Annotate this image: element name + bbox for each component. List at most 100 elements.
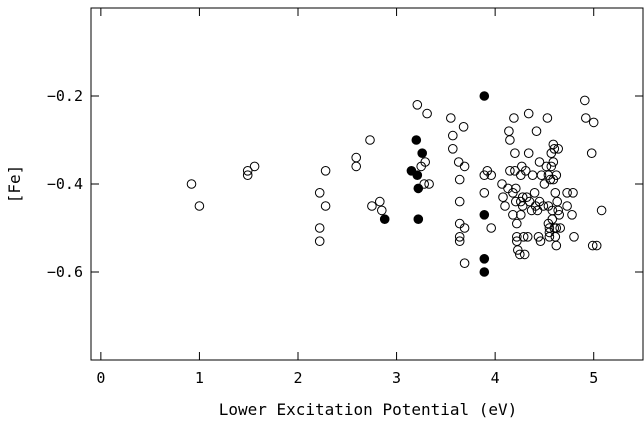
open-data-point [523,148,534,158]
open-data-point [527,170,538,180]
open-data-point [375,196,385,207]
filled-data-point [413,183,424,194]
open-data-point [454,174,465,185]
open-data-point [569,232,579,242]
open-data-point [562,188,572,198]
open-data-point [510,148,520,158]
open-data-point [320,201,331,211]
x-axis-label: Lower Excitation Potential (eV) [219,400,518,419]
open-data-point [538,201,549,211]
open-data-point [551,223,562,233]
open-data-point [567,210,577,220]
plot-frame [90,7,644,361]
open-data-point [249,161,260,172]
filled-data-point [411,135,422,145]
open-data-point [448,130,458,141]
open-data-point [194,201,205,211]
open-data-point [523,108,534,119]
open-data-point [505,166,515,176]
open-data-point [498,192,508,202]
open-data-point [458,122,469,132]
open-data-point [539,179,550,189]
open-data-point [588,117,599,128]
open-data-point [550,188,561,198]
open-data-point [531,126,542,136]
x-tick-label: 4 [491,369,500,387]
open-data-point [508,210,518,220]
open-data-point [517,201,528,211]
open-data-point [459,161,470,172]
open-data-point [454,196,465,207]
open-data-point [497,179,507,189]
filled-data-point [479,91,490,101]
open-data-point [365,135,375,145]
open-data-point [552,196,563,207]
open-data-point [533,232,544,242]
open-data-point [454,236,465,246]
open-data-point [454,232,465,242]
open-data-point [459,258,470,269]
x-tick-label: 2 [293,369,302,387]
open-data-point [544,232,555,242]
open-data-point [500,201,510,211]
x-tick-label: 0 [96,369,105,387]
y-axis-label: [Fe] [5,165,24,204]
x-tick-label: 3 [392,369,401,387]
filled-data-point [413,214,424,224]
y-tick-label: −0.4 [47,175,83,193]
tick-labels: 0 1 2 3 4 5 −0.2 −0.4 −0.6 [47,87,598,387]
open-data-point [486,170,497,180]
open-data-point [547,214,558,224]
open-data-point [520,166,531,176]
open-data-point [581,113,591,123]
open-data-point [314,236,325,246]
filled-data-point [412,170,423,180]
open-data-point [536,170,547,180]
open-data-point [551,240,562,251]
open-data-point [422,108,432,119]
open-data-point [529,188,540,198]
open-data-point [242,166,253,176]
open-data-point [568,188,578,198]
open-data-point [516,210,526,220]
open-data-point [479,188,490,198]
open-data-point [486,223,497,233]
open-data-point [553,205,564,216]
open-data-point [515,249,525,260]
open-data-point [549,144,560,154]
filled-data-point [479,267,490,277]
open-data-point [587,240,598,251]
open-data-point [550,232,561,242]
data-points [186,91,607,277]
x-tick-label: 1 [195,369,204,387]
open-data-point [580,95,590,106]
open-data-point [542,113,553,123]
open-data-point [596,205,607,216]
open-data-point [509,113,519,123]
open-data-point [548,157,559,167]
filled-data-point [479,253,490,264]
open-data-point [546,161,557,172]
x-tick-label: 5 [589,369,598,387]
y-tick-label: −0.6 [47,263,83,281]
open-data-point [513,245,523,255]
open-data-point [511,196,521,207]
axis-ticks [91,8,643,360]
open-data-point [420,157,431,167]
open-data-point [446,113,456,123]
open-data-point [519,249,530,260]
filled-data-point [379,214,390,224]
open-data-point [412,100,423,110]
filled-data-point [417,148,428,158]
open-data-point [448,144,458,154]
open-data-point [518,232,529,242]
open-data-point [591,240,602,251]
open-data-point [512,218,522,229]
open-data-point [562,201,572,211]
open-data-point [320,166,331,176]
open-data-point [551,170,562,180]
open-data-point [377,205,387,216]
open-data-point [535,236,546,246]
y-tick-label: −0.2 [47,87,83,105]
